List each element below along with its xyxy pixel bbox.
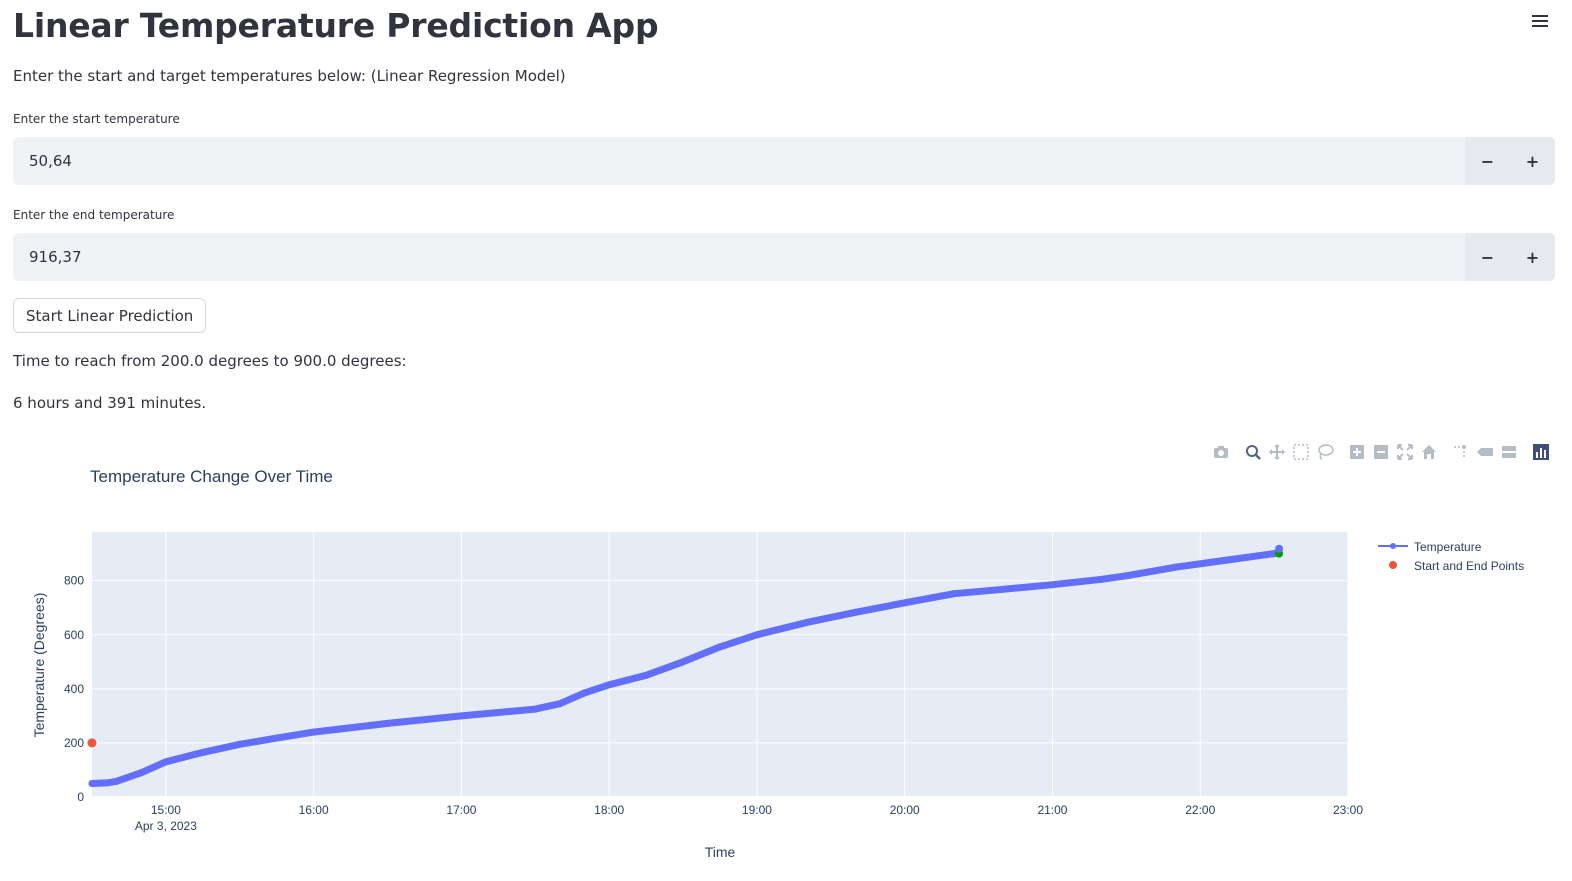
- y-tick-label: 400: [64, 682, 84, 696]
- x-tick-date-label: Apr 3, 2023: [135, 819, 197, 833]
- x-tick-label: 20:00: [890, 803, 920, 817]
- hamburger-menu-icon[interactable]: [1532, 12, 1548, 28]
- zoom-out-icon[interactable]: [1372, 443, 1390, 461]
- temperature-point[interactable]: [88, 779, 96, 787]
- end-temperature-field: − +: [13, 233, 1555, 281]
- x-tick-label: 16:00: [299, 803, 329, 817]
- temperature-chart[interactable]: Temperature Change Over Time 15:00 Apr 3,…: [0, 436, 1572, 877]
- temperature-point[interactable]: [950, 590, 958, 598]
- temperature-point[interactable]: [1098, 575, 1106, 583]
- temperature-chart-svg[interactable]: Temperature Change Over Time 15:00 Apr 3,…: [0, 436, 1572, 877]
- temperature-point[interactable]: [802, 619, 810, 627]
- temperature-point[interactable]: [113, 777, 121, 785]
- legend-start-end-label[interactable]: Start and End Points: [1414, 559, 1524, 573]
- start-temperature-input[interactable]: [13, 137, 1465, 185]
- x-tick-label: 18:00: [594, 803, 624, 817]
- temperature-point[interactable]: [273, 734, 281, 742]
- temperature-point[interactable]: [1172, 563, 1180, 571]
- start-marker[interactable]: [87, 738, 97, 748]
- temperature-point[interactable]: [901, 599, 909, 607]
- x-tick-label: 17:00: [446, 803, 476, 817]
- start-increment-button[interactable]: +: [1510, 137, 1555, 185]
- y-tick-label: 200: [64, 736, 84, 750]
- y-tick-label: 800: [64, 574, 84, 588]
- x-axis-title: Time: [705, 844, 736, 860]
- y-axis-title: Temperature (Degrees): [31, 593, 47, 738]
- temperature-point[interactable]: [753, 631, 761, 639]
- zoom-in-icon[interactable]: [1348, 443, 1366, 461]
- temperature-point[interactable]: [1122, 572, 1130, 580]
- end-temperature-label: Enter the end temperature: [13, 208, 175, 222]
- start-temperature-label: Enter the start temperature: [13, 112, 180, 126]
- temperature-point[interactable]: [236, 740, 244, 748]
- lasso-select-icon[interactable]: [1316, 443, 1334, 461]
- legend-temperature-label[interactable]: Temperature: [1414, 540, 1482, 554]
- temperature-point[interactable]: [199, 748, 207, 756]
- end-temperature-input[interactable]: [13, 233, 1465, 281]
- end-increment-button[interactable]: +: [1510, 233, 1555, 281]
- temperature-point[interactable]: [531, 705, 539, 713]
- temperature-point[interactable]: [556, 700, 564, 708]
- y-tick-label: 0: [77, 790, 84, 804]
- chart-legend: Temperature Start and End Points: [1378, 540, 1524, 573]
- y-tick-label: 600: [64, 628, 84, 642]
- temperature-point[interactable]: [605, 681, 613, 689]
- autoscale-icon[interactable]: [1396, 443, 1414, 461]
- result-heading: Time to reach from 200.0 degrees to 900.…: [13, 352, 407, 370]
- page-subtitle: Enter the start and target temperatures …: [13, 67, 566, 85]
- hover-closest-icon[interactable]: [1476, 443, 1494, 461]
- temperature-point[interactable]: [851, 608, 859, 616]
- x-tick-label: 19:00: [742, 803, 772, 817]
- start-decrement-button[interactable]: −: [1465, 137, 1510, 185]
- temperature-point[interactable]: [137, 769, 145, 777]
- box-select-icon[interactable]: [1292, 443, 1310, 461]
- temperature-point[interactable]: [999, 585, 1007, 593]
- temperature-point[interactable]: [716, 643, 724, 651]
- camera-icon[interactable]: [1212, 443, 1230, 461]
- temperature-point[interactable]: [457, 712, 465, 720]
- start-linear-prediction-button[interactable]: Start Linear Prediction: [13, 298, 207, 333]
- start-temperature-field: − +: [13, 137, 1555, 185]
- hover-compare-icon[interactable]: [1500, 443, 1518, 461]
- pan-icon[interactable]: [1268, 443, 1286, 461]
- temperature-point[interactable]: [679, 658, 687, 666]
- plotly-logo-icon[interactable]: [1532, 443, 1550, 461]
- result-value: 6 hours and 391 minutes.: [13, 394, 207, 412]
- temperature-point[interactable]: [103, 779, 111, 787]
- spike-lines-icon[interactable]: [1452, 443, 1470, 461]
- temperature-point[interactable]: [581, 689, 589, 697]
- x-tick-label: 15:00: [151, 803, 181, 817]
- x-tick-label: 21:00: [1037, 803, 1067, 817]
- temperature-point[interactable]: [642, 671, 650, 679]
- temperature-point[interactable]: [1221, 556, 1229, 564]
- chart-title: Temperature Change Over Time: [90, 467, 333, 486]
- x-tick-label: 23:00: [1333, 803, 1363, 817]
- end-decrement-button[interactable]: −: [1465, 233, 1510, 281]
- x-tick-label: 22:00: [1185, 803, 1215, 817]
- temperature-point[interactable]: [162, 758, 170, 766]
- page-title: Linear Temperature Prediction App: [13, 6, 659, 45]
- temperature-point[interactable]: [1048, 581, 1056, 589]
- temperature-point[interactable]: [310, 728, 318, 736]
- temperature-point[interactable]: [384, 719, 392, 727]
- end-marker[interactable]: [1275, 544, 1284, 553]
- legend-temperature-marker[interactable]: [1390, 543, 1396, 549]
- reset-axes-icon[interactable]: [1420, 443, 1438, 461]
- zoom-icon[interactable]: [1244, 443, 1262, 461]
- legend-start-end-marker[interactable]: [1389, 561, 1397, 569]
